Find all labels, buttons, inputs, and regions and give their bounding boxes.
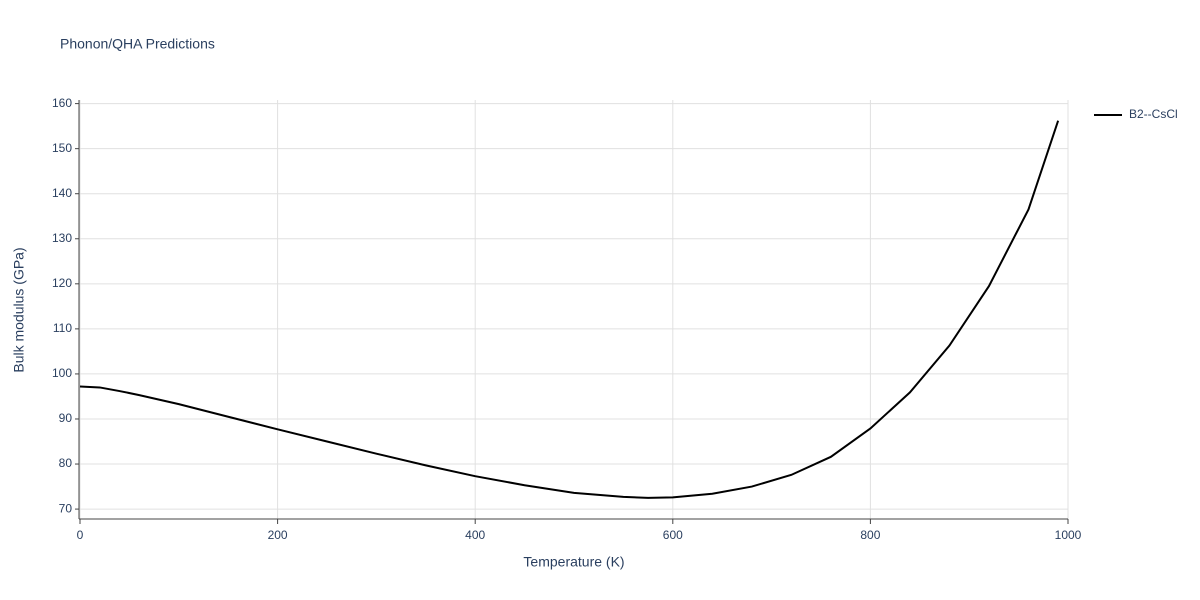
y-tick-label: 80	[59, 456, 73, 470]
x-tick-label: 400	[465, 528, 485, 542]
y-tick-label: 110	[53, 321, 72, 335]
y-tick-label: 70	[59, 501, 73, 515]
y-tick-label: 120	[52, 276, 72, 290]
y-tick-label: 150	[52, 141, 72, 155]
x-tick-label: 200	[268, 528, 288, 542]
legend-label: B2--CsCl	[1129, 107, 1178, 121]
y-tick-label: 100	[52, 366, 72, 380]
y-tick-label: 140	[52, 186, 72, 200]
x-axis-title: Temperature (K)	[523, 554, 624, 570]
x-tick-label: 0	[77, 528, 84, 542]
x-tick-label: 800	[860, 528, 880, 542]
plot-area	[79, 120, 1060, 499]
grid	[79, 100, 1069, 519]
chart-title: Phonon/QHA Predictions	[60, 36, 215, 52]
data-line	[79, 120, 1060, 499]
x-tick-label: 1000	[1055, 528, 1082, 542]
y-axis-title: Bulk modulus (GPa)	[11, 247, 27, 372]
y-tick-label: 130	[52, 231, 72, 245]
x-tick-label: 600	[663, 528, 683, 542]
y-tick-label: 160	[52, 96, 72, 110]
y-tick-label: 90	[59, 411, 73, 425]
